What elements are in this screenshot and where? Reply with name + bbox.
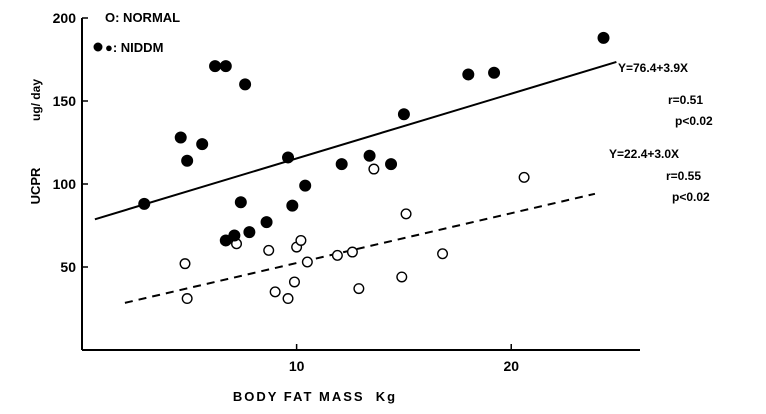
point-niddm-1	[174, 131, 187, 144]
point-niddm-10	[243, 226, 256, 239]
x-tick-label-20: 20	[503, 358, 519, 374]
y-tick-label-150: 150	[53, 93, 77, 109]
point-normal-11	[346, 246, 358, 258]
point-niddm-14	[299, 179, 312, 192]
regression-line-niddm	[94, 61, 617, 221]
point-normal-15	[400, 208, 412, 220]
point-niddm-2	[181, 154, 194, 167]
x-axis-label: BODY FAT MASS Kg	[233, 389, 397, 404]
legend-niddm: ●: NIDDM	[105, 40, 163, 55]
y-tick-label-50: 50	[60, 259, 76, 275]
point-niddm-0	[138, 197, 151, 210]
niddm-r-value: r=0.51	[668, 93, 703, 107]
regression-line-normal	[124, 192, 596, 304]
point-normal-14	[396, 271, 408, 283]
point-niddm-16	[363, 149, 376, 162]
point-normal-6	[288, 276, 300, 288]
point-niddm-7	[234, 196, 247, 209]
point-niddm-13	[286, 199, 299, 212]
point-normal-3	[263, 244, 275, 256]
x-tick-label-10: 10	[289, 358, 305, 374]
point-niddm-5	[219, 60, 232, 73]
point-niddm-18	[397, 108, 410, 121]
point-normal-13	[368, 163, 380, 175]
point-niddm-19	[462, 68, 475, 81]
axes	[81, 18, 640, 351]
y-axis-unit: ug/ day	[29, 79, 43, 121]
point-normal-8	[295, 234, 307, 246]
point-niddm-3	[196, 138, 209, 151]
point-niddm-17	[385, 158, 398, 171]
point-niddm-21	[597, 31, 610, 44]
tick-marks	[82, 17, 512, 350]
point-normal-0	[179, 258, 191, 270]
point-niddm-12	[282, 151, 295, 164]
point-normal-12	[353, 283, 365, 295]
point-normal-10	[331, 249, 343, 261]
point-normal-4	[269, 286, 281, 298]
data-points	[93, 31, 610, 305]
point-niddm-4	[209, 60, 222, 73]
point-normal-1	[181, 293, 193, 305]
point-normal-9	[301, 256, 313, 268]
normal-r-value: r=0.55	[666, 169, 701, 183]
regression-lines	[94, 61, 617, 304]
point-normal-16	[437, 248, 449, 260]
point-normal-17	[518, 171, 530, 183]
legend-marker-niddm-dot	[93, 42, 103, 52]
normal-equation: Y=22.4+3.0X	[609, 147, 679, 161]
point-niddm-6	[239, 78, 252, 91]
point-niddm-20	[488, 66, 501, 79]
y-tick-label-100: 100	[53, 176, 77, 192]
y-axis-label: UCPR	[28, 167, 43, 204]
y-tick-label-200: 200	[53, 10, 77, 26]
point-niddm-15	[335, 158, 348, 171]
point-niddm-9	[228, 229, 241, 242]
niddm-p-value: p<0.02	[675, 114, 713, 128]
legend-normal: O: NORMAL	[105, 10, 180, 25]
point-niddm-11	[260, 216, 273, 229]
tick-labels: 50 100 150 200 10 20	[53, 10, 520, 374]
niddm-equation: Y=76.4+3.9X	[618, 61, 688, 75]
normal-p-value: p<0.02	[672, 190, 710, 204]
point-normal-5	[282, 293, 294, 305]
